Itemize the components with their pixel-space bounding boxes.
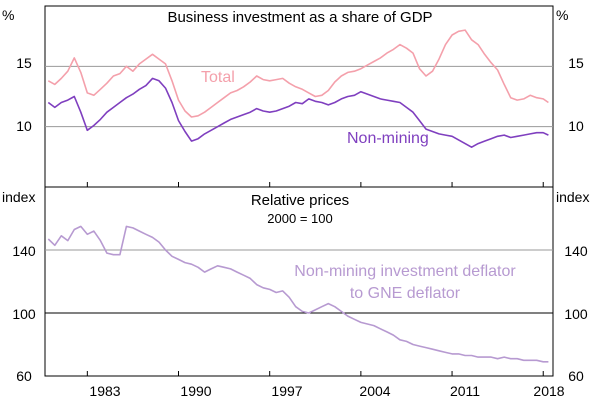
bottom-y-tick-label-right: 60: [568, 368, 584, 384]
chart-frame: [44, 5, 554, 377]
bottom-panel-subtitle: 2000 = 100: [267, 211, 332, 226]
top-y-tick-label-right: 15: [568, 55, 584, 71]
x-tick-label: 2011: [450, 383, 480, 399]
top-y-tick-label-left: 15: [16, 55, 32, 71]
gridlines: [45, 65, 553, 314]
series-line-non-mining-investment-deflator-to-gne-deflator: [47, 225, 549, 363]
x-tick-label: 2004: [359, 383, 390, 399]
total-series-label: Total: [201, 69, 235, 86]
bottom-y-tick-label-right: 140: [564, 243, 588, 259]
bottom-left-unit-label: index: [2, 189, 35, 205]
top-y-tick-label-right: 10: [568, 118, 584, 134]
bottom-right-unit-label: index: [556, 189, 589, 205]
top-panel-title: Business investment as a share of GDP: [167, 9, 432, 26]
top-left-unit-label: %: [2, 7, 14, 23]
x-tick-marks: [86, 182, 544, 376]
x-tick-label: 1997: [271, 383, 302, 399]
x-tick-label: 2018: [533, 383, 564, 399]
non-mining-series-label: Non-mining: [347, 130, 429, 147]
series-layer: [47, 29, 549, 363]
series-line-non-mining: [47, 77, 549, 148]
top-right-unit-label: %: [556, 7, 568, 23]
top-y-tick-label-left: 10: [16, 118, 32, 134]
bottom-y-tick-label-left: 60: [16, 368, 32, 384]
bottom-y-tick-label-left: 140: [12, 243, 36, 259]
bottom-y-tick-label-left: 100: [12, 306, 36, 322]
series-line-total: [47, 29, 549, 118]
deflator-series-label-line2: to GNE deflator: [350, 285, 461, 302]
x-tick-label: 1990: [180, 383, 211, 399]
deflator-series-label-line1: Non-mining investment deflator: [294, 263, 516, 280]
x-tick-label: 1983: [89, 383, 120, 399]
bottom-panel-title: Relative prices: [251, 192, 349, 209]
bottom-y-tick-label-right: 100: [564, 306, 588, 322]
